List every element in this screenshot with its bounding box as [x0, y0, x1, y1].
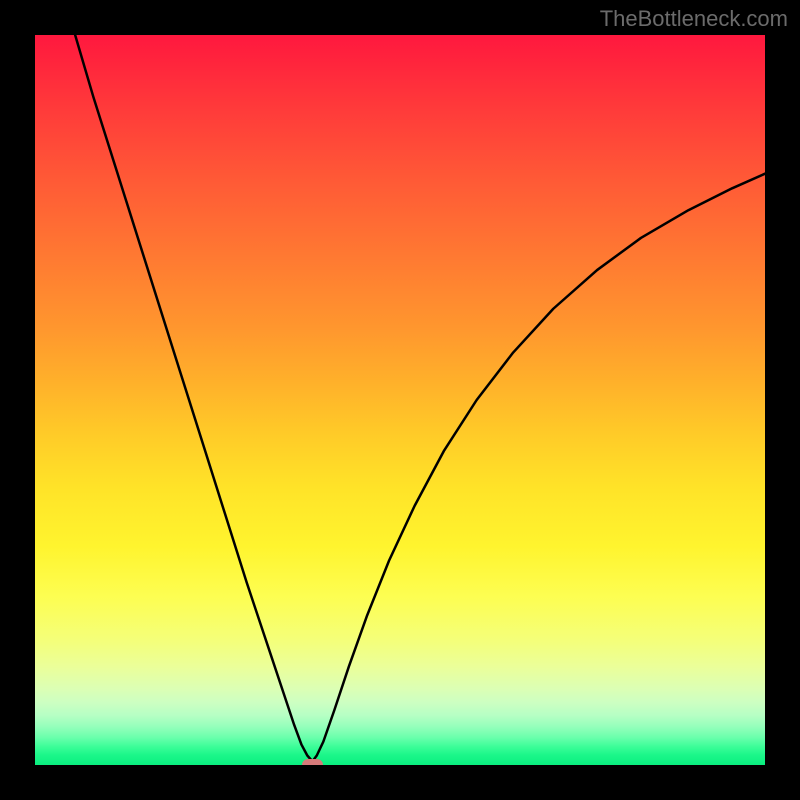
frame-border-bottom: [0, 765, 800, 800]
watermark-text: TheBottleneck.com: [600, 6, 788, 32]
plot-area: [35, 35, 765, 765]
frame-border-left: [0, 0, 35, 800]
chart-frame: TheBottleneck.com: [0, 0, 800, 800]
gradient-background: [35, 35, 765, 765]
bottleneck-curve-chart: [35, 35, 765, 765]
frame-border-right: [765, 0, 800, 800]
